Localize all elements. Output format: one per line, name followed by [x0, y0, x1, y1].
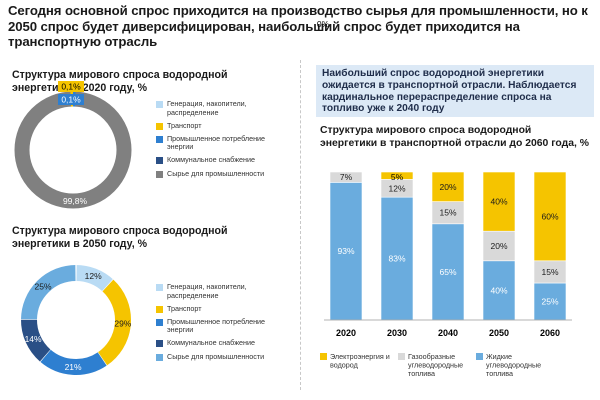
legend-swatch	[320, 353, 327, 360]
slice-feedstock	[21, 265, 77, 320]
label-transport: 29%	[114, 319, 131, 329]
label-feedstock: 25%	[35, 282, 52, 292]
legend-swatch	[476, 353, 483, 360]
segment-electricity	[482, 171, 516, 232]
value-label-gaseous: 12%	[388, 183, 405, 193]
donut-2020-legend: Генерация, накопители, распределение Тран…	[156, 99, 271, 183]
legend-label: Промышленное потребление энергии	[167, 133, 266, 152]
legend-item: Генерация, накопители, распределение	[156, 282, 271, 300]
value-label-gaseous: 15%	[541, 267, 558, 277]
callout-box: Наибольший спрос водородной энергетики о…	[316, 65, 594, 117]
x-tick-label: 2040	[438, 328, 458, 338]
legend-label: Жидкие	[486, 352, 512, 361]
legend-label: Сырье для промышленности	[167, 351, 265, 361]
x-tick-label: 2020	[336, 328, 356, 338]
segment-liquid	[482, 260, 516, 321]
legend-label: водород	[330, 361, 359, 370]
transport-chart-title: Структура мирового спроса водородной эне…	[320, 125, 589, 149]
value-label-electricity: 60%	[541, 211, 558, 221]
value-label-gaseous: 15%	[439, 208, 456, 218]
legend-item: Транспорт	[156, 120, 271, 131]
label-industrial-energy: 21%	[65, 362, 82, 372]
label-feedstock: 99,8%	[63, 196, 88, 206]
legend-swatch	[398, 353, 405, 360]
legend-swatch	[156, 101, 163, 108]
donut-2020-title: Структура мирового спроса водородной эне…	[12, 69, 228, 94]
donut-2050-title: Структура мирового спроса водородной эне…	[12, 225, 228, 250]
donut-2050-legend: Генерация, накопители, распределение Тран…	[156, 282, 271, 366]
legend-label: топлива	[408, 369, 435, 378]
panel-divider	[300, 60, 301, 390]
segment-liquid	[329, 182, 363, 321]
segment-liquid	[431, 223, 465, 321]
legend-label: топлива	[486, 369, 513, 378]
legend-label: Коммунальное снабжение	[167, 155, 255, 165]
x-tick-label: 2050	[489, 328, 509, 338]
label-box-industrial-energy	[58, 94, 84, 105]
legend-label: Сырье для промышленности	[167, 168, 265, 178]
segment-liquid	[533, 282, 567, 321]
donut-chart-2050: 12% 29% 21% 14% 25%	[20, 264, 132, 375]
legend-label: Газообразные	[408, 352, 455, 361]
segment-gaseous	[482, 230, 516, 262]
legend-item: Промышленное потребление энергии	[156, 316, 271, 335]
label-transport: 0,1%	[61, 82, 81, 92]
legend-label: углеводородные	[408, 361, 463, 370]
label-generation: 12%	[85, 271, 102, 281]
x-tick-label: 2060	[540, 328, 560, 338]
legend-swatch	[156, 353, 163, 361]
label-box-transport	[58, 81, 84, 92]
legend-swatch	[156, 122, 163, 130]
transport-stacked-bar-chart: 93% 7% 0% 2020 83% 12%5% 2030 65% 15% 20% 2040 40% 2…	[317, 19, 572, 378]
value-label-electricity: 40%	[490, 197, 507, 207]
segment-gaseous	[329, 171, 363, 183]
value-label-liquid: 83%	[388, 254, 405, 264]
legend-swatch	[156, 340, 163, 348]
segment-electricity	[533, 171, 567, 262]
legend-item: Коммунальное снабжение	[156, 339, 271, 348]
legend-label: Промышленное потребление энергии	[167, 316, 266, 335]
legend-label: Транспорт	[167, 120, 202, 130]
label-industrial-energy: 0,1%	[61, 95, 81, 105]
legend-swatch	[156, 135, 163, 143]
segment-liquid	[380, 196, 414, 321]
value-label-liquid: 40%	[490, 285, 507, 295]
legend-item: Сырье для промышленности	[156, 168, 271, 179]
value-label-gaseous: 7%	[340, 172, 353, 182]
legend-item: Коммунальное снабжение	[156, 156, 271, 165]
legend-label: Электроэнергия и	[330, 352, 390, 361]
slice-industrial-energy	[39, 349, 107, 375]
segment-electricity	[380, 171, 414, 180]
legend-label: Транспорт	[167, 303, 202, 313]
legend-label: Коммунальное снабжение	[167, 338, 255, 348]
legend-swatch	[156, 284, 163, 291]
value-label-gaseous: 20%	[490, 241, 507, 251]
page-headline: Сегодня основной спрос приходится на про…	[8, 3, 588, 49]
legend-label: Генерация, накопители, распределение	[167, 282, 247, 300]
legend-label: углеводородные	[486, 361, 541, 370]
legend-item: Сырье для промышленности	[156, 351, 271, 362]
legend-swatch	[156, 318, 163, 326]
value-label-electricity: 0%	[317, 19, 330, 29]
value-label-liquid: 93%	[337, 246, 354, 256]
legend-item: Генерация, накопители, распределение	[156, 99, 271, 117]
value-label-liquid: 65%	[439, 267, 456, 277]
legend-swatch	[156, 305, 163, 313]
legend-item: Промышленное потребление энергии	[156, 133, 271, 152]
slice-transport	[97, 279, 131, 366]
value-label-electricity: 5%	[391, 172, 404, 182]
donut-chart-2020: 0,1% 0,1% 99,8%	[14, 81, 132, 209]
legend-item: Транспорт	[156, 303, 271, 314]
x-tick-label: 2030	[387, 328, 407, 338]
legend-swatch	[156, 170, 163, 178]
slice-utilities	[21, 318, 51, 362]
label-utilities: 14%	[25, 334, 42, 344]
slice-generation	[75, 265, 114, 292]
value-label-liquid: 25%	[541, 297, 558, 307]
slice-feedstock	[14, 91, 132, 209]
segment-electricity	[431, 171, 465, 202]
value-label-electricity: 20%	[439, 182, 456, 192]
legend-label: Генерация, накопители, распределение	[167, 99, 247, 117]
legend-swatch	[156, 157, 163, 165]
